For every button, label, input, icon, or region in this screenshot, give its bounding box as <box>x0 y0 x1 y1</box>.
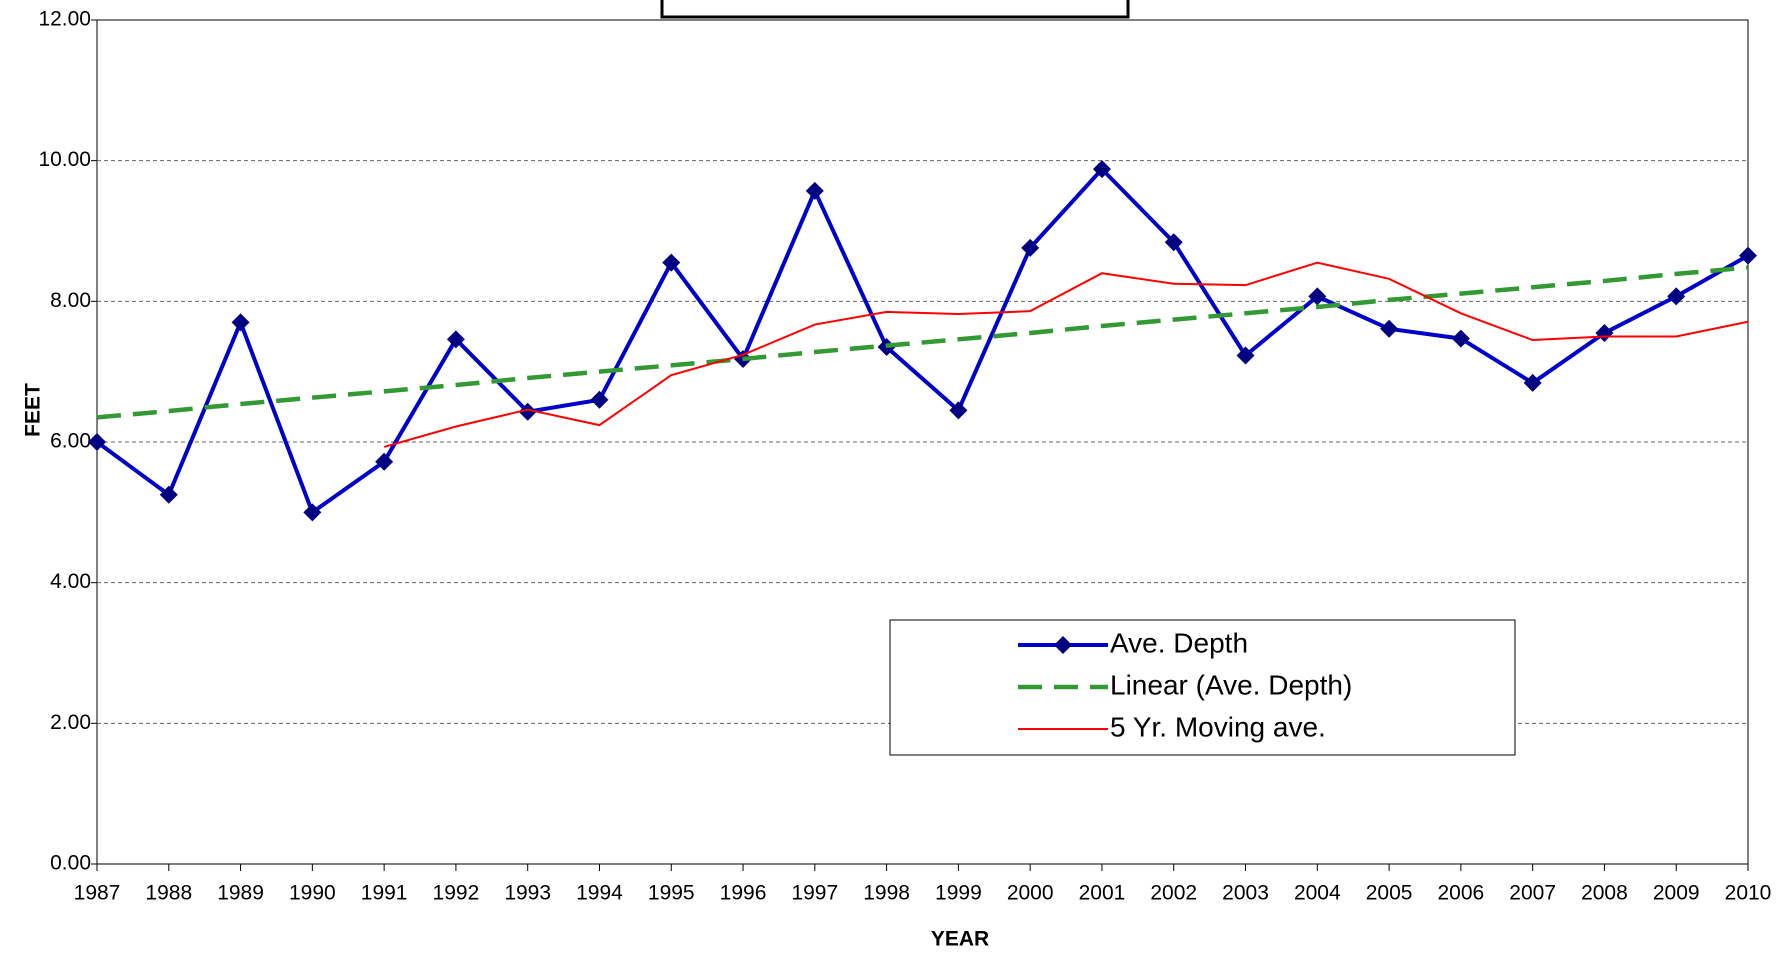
y-tick-label: 6.00 <box>50 430 91 453</box>
x-tick-label: 2000 <box>1007 882 1054 905</box>
legend-label: 5 Yr. Moving ave. <box>1110 711 1326 742</box>
data-point <box>1164 233 1183 252</box>
x-tick-label: 1992 <box>433 882 480 905</box>
x-tick-label: 1987 <box>74 882 121 905</box>
y-tick-label: 10.00 <box>38 148 91 171</box>
data-point <box>1236 346 1255 365</box>
data-point <box>949 401 968 420</box>
y-tick-label: 0.00 <box>50 852 91 875</box>
data-point <box>1523 373 1542 392</box>
x-tick-label: 1999 <box>935 882 982 905</box>
data-point <box>88 433 106 451</box>
data-point <box>303 503 322 522</box>
data-point <box>805 181 824 200</box>
x-tick-label: 1995 <box>648 882 695 905</box>
title-box <box>660 0 1130 19</box>
data-point <box>1092 160 1111 179</box>
data-point <box>1739 246 1757 265</box>
x-tick-label: 2009 <box>1653 882 1700 905</box>
x-tick-label: 1998 <box>863 882 910 905</box>
data-point <box>1308 287 1327 306</box>
data-point <box>159 485 178 504</box>
x-tick-label: 2003 <box>1222 882 1269 905</box>
x-tick-label: 1996 <box>720 882 767 905</box>
data-point <box>518 402 537 421</box>
y-axis-label: FEET <box>22 383 45 437</box>
legend-label: Ave. Depth <box>1110 627 1248 658</box>
data-point <box>662 253 681 272</box>
data-point <box>1451 329 1470 348</box>
series-line <box>95 166 1749 516</box>
x-tick-label: 2001 <box>1079 882 1126 905</box>
data-point <box>231 313 250 332</box>
y-tick-label: 8.00 <box>50 289 91 312</box>
x-tick-label: 2007 <box>1509 882 1556 905</box>
x-tick-label: 1988 <box>145 882 192 905</box>
series-line <box>383 261 1749 448</box>
data-point <box>446 330 465 349</box>
y-tick-label: 2.00 <box>50 711 91 734</box>
x-tick-label: 2005 <box>1366 882 1413 905</box>
x-tick-label: 2008 <box>1581 882 1628 905</box>
x-tick-label: 1994 <box>576 882 623 905</box>
x-tick-label: 2002 <box>1150 882 1197 905</box>
x-tick-label: 1989 <box>217 882 264 905</box>
x-tick-label: 2004 <box>1294 882 1341 905</box>
series-line <box>96 265 1749 420</box>
x-axis-label: YEAR <box>931 928 989 951</box>
x-tick-label: 2010 <box>1725 882 1772 905</box>
x-tick-label: 1991 <box>361 882 408 905</box>
data-point <box>375 452 394 471</box>
x-tick-label: 1997 <box>791 882 838 905</box>
x-tick-label: 2006 <box>1438 882 1485 905</box>
data-point <box>1380 319 1399 338</box>
legend-box <box>889 619 1516 756</box>
x-tick-label: 1993 <box>504 882 551 905</box>
x-tick-label: 1990 <box>289 882 336 905</box>
legend-label: Linear (Ave. Depth) <box>1110 669 1352 700</box>
y-tick-label: 12.00 <box>38 8 91 31</box>
data-point <box>1021 238 1040 257</box>
legend-marker <box>1054 636 1072 654</box>
data-point <box>590 390 609 409</box>
data-point <box>1667 287 1686 306</box>
y-tick-label: 4.00 <box>50 570 91 593</box>
